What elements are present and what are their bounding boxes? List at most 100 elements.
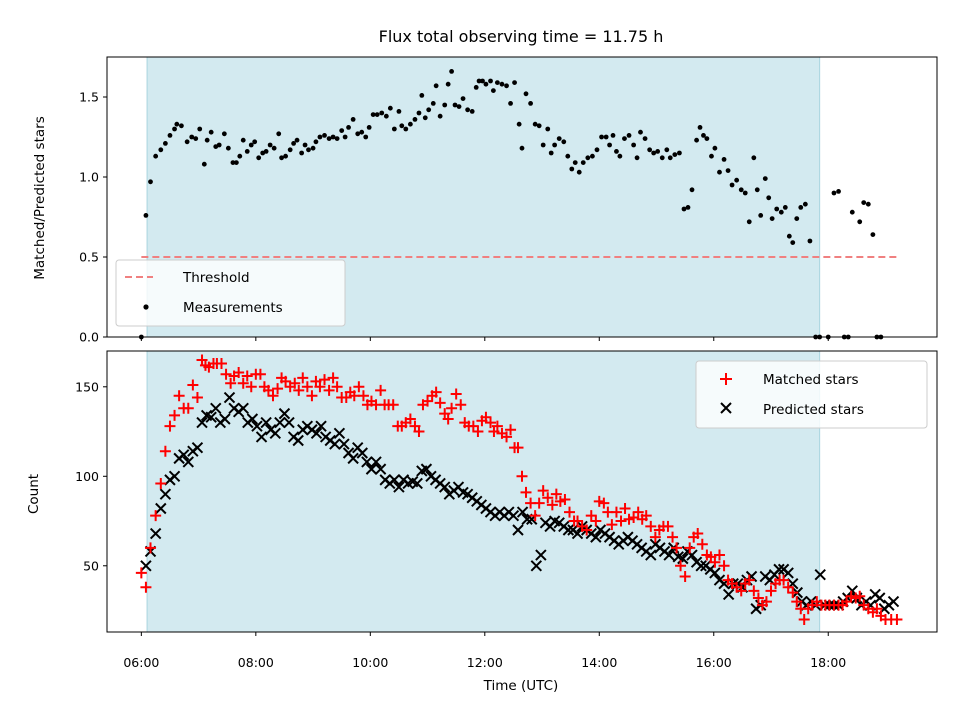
- matched-star-point: [297, 372, 309, 384]
- matched-star-point: [357, 390, 369, 402]
- predicted-star-point: [530, 560, 543, 572]
- measurement-point: [346, 125, 351, 130]
- measurement-point: [276, 131, 282, 137]
- measurement-point: [861, 200, 867, 206]
- predicted-star-point: [590, 531, 602, 543]
- predicted-star-point: [388, 474, 401, 486]
- matched-star-point: [787, 587, 799, 599]
- matched-star-point: [671, 542, 683, 554]
- measurement-point: [712, 145, 718, 151]
- measurement-point: [603, 134, 609, 140]
- matched-star-point: [684, 542, 696, 554]
- y-tick-label: 1.5: [79, 90, 99, 105]
- measurement-point: [460, 96, 466, 101]
- predicted-star-point: [168, 470, 181, 482]
- legend-matched-swatch: [720, 373, 732, 385]
- measurement-point: [449, 69, 454, 74]
- measurement-point: [664, 147, 670, 153]
- top-y-axis-label: Matched/Predicted stars: [32, 116, 48, 279]
- measurement-point: [585, 155, 591, 161]
- predicted-star-point: [686, 549, 698, 561]
- matched-star-point: [485, 417, 497, 429]
- matched-star-point: [649, 531, 661, 543]
- measurement-point: [366, 125, 372, 130]
- x-tick-label: 08:00: [238, 655, 274, 670]
- measurement-point: [697, 125, 703, 130]
- measurement-point: [370, 112, 376, 117]
- measurement-point: [523, 91, 529, 97]
- predicted-star-point: [155, 502, 167, 515]
- measurement-point: [790, 240, 796, 246]
- measurement-point: [483, 81, 489, 87]
- measurement-point: [807, 238, 813, 244]
- measurement-point: [426, 107, 432, 113]
- predicted-star-point: [663, 549, 675, 561]
- measurement-point: [655, 149, 661, 154]
- measurement-point: [626, 133, 632, 138]
- measurement-point: [709, 153, 714, 159]
- measurement-point: [738, 187, 744, 193]
- matched-star-point: [520, 486, 532, 498]
- matched-star-point: [854, 590, 866, 602]
- predicted-star-point: [571, 527, 584, 540]
- measurement-point: [746, 219, 752, 225]
- matched-star-point: [169, 409, 181, 421]
- measurement-point: [230, 160, 236, 166]
- predicted-stars-points: [140, 391, 900, 615]
- measurement-point: [798, 205, 804, 210]
- predicted-star-point: [393, 481, 405, 493]
- predicted-star-point: [333, 427, 346, 440]
- measurement-point: [221, 131, 227, 137]
- matched-star-point: [752, 592, 764, 604]
- matched-star-point: [675, 560, 687, 572]
- predicted-star-point: [310, 427, 323, 440]
- predicted-star-point: [315, 420, 327, 432]
- matched-star-point: [289, 377, 301, 389]
- y-tick-label: 0.0: [79, 330, 99, 345]
- predicted-star-point: [516, 506, 529, 518]
- matched-star-point: [430, 386, 442, 398]
- matched-star-point: [542, 492, 554, 504]
- matched-star-point: [220, 368, 232, 380]
- predicted-star-point: [210, 402, 222, 414]
- measurement-point: [399, 123, 405, 129]
- measurement-point: [717, 169, 722, 175]
- measurement-point: [359, 129, 365, 135]
- measurement-point: [208, 129, 214, 135]
- measurement-point: [572, 160, 578, 166]
- x-tick-label: 16:00: [696, 655, 732, 670]
- matched-star-point: [537, 485, 549, 497]
- matched-star-point: [225, 377, 237, 389]
- matched-star-point: [301, 381, 313, 393]
- measurement-point: [721, 157, 727, 162]
- matched-star-point: [472, 426, 484, 438]
- measurement-point: [252, 139, 258, 145]
- matched-star-point: [155, 477, 167, 489]
- matched-star-point: [512, 442, 524, 454]
- measurement-point: [536, 123, 542, 129]
- matched-star-point: [237, 377, 249, 389]
- matched-star-point: [375, 384, 387, 396]
- measurement-point: [204, 137, 210, 143]
- measurement-point: [545, 126, 551, 132]
- measurement-point: [659, 155, 665, 161]
- measurement-point: [508, 101, 513, 106]
- matched-star-point: [564, 506, 576, 518]
- measurement-point: [174, 121, 180, 127]
- measurement-point: [193, 136, 199, 142]
- predicted-star-point: [274, 416, 286, 429]
- y-tick-label: 150: [75, 379, 99, 394]
- predicted-star-point: [374, 463, 387, 475]
- measurement-point: [751, 155, 757, 161]
- measurement-point: [189, 134, 195, 140]
- matched-star-point: [718, 560, 730, 572]
- matched-star-point: [331, 381, 343, 393]
- measurement-point: [504, 83, 509, 89]
- matched-star-point: [191, 392, 203, 404]
- x-tick-label: 12:00: [467, 655, 503, 670]
- measurement-point: [416, 110, 422, 116]
- matched-star-point: [645, 520, 657, 532]
- measurement-point: [532, 121, 538, 127]
- measurement-point: [244, 149, 250, 154]
- measurement-point: [391, 126, 397, 132]
